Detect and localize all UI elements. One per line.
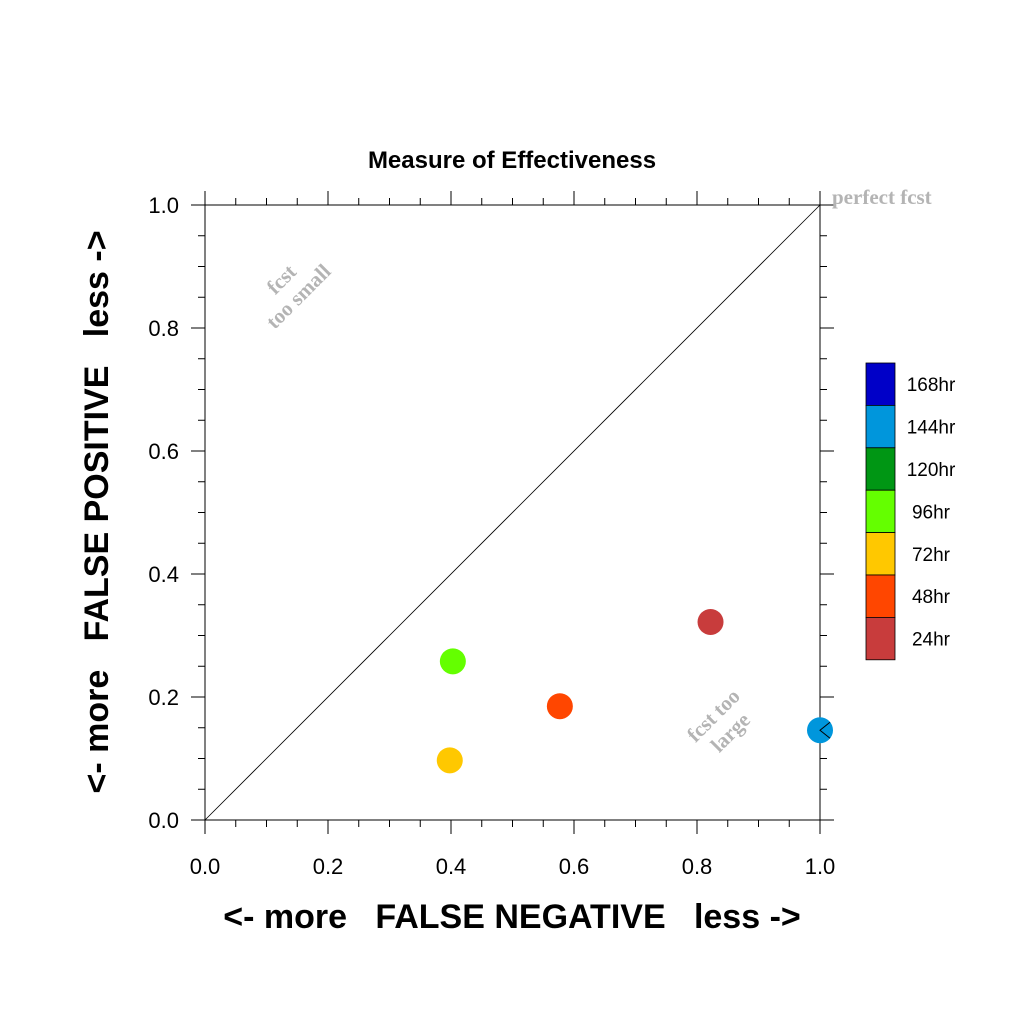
perfect-forecast-label: perfect fcst bbox=[832, 185, 932, 209]
legend-swatch-144hr bbox=[865, 404, 896, 449]
fcst-too-large-annotation: fcst too large bbox=[682, 684, 755, 757]
legend-swatch-72hr bbox=[865, 532, 896, 576]
x-tick-label: 0.8 bbox=[682, 854, 713, 879]
legend-swatch-120hr bbox=[865, 447, 896, 491]
data-point-72hr bbox=[436, 747, 463, 774]
fcst-too-small-annotation: fcst too small bbox=[261, 259, 335, 333]
y-axis-title: <- more FALSE POSITIVE less -> bbox=[78, 230, 116, 793]
legend-label-48hr: 48hr bbox=[912, 587, 951, 608]
legend-swatch-24hr bbox=[865, 617, 896, 661]
x-tick-label: 0.2 bbox=[313, 854, 344, 879]
legend-label-120hr: 120hr bbox=[907, 460, 956, 481]
y-tick-label: 0.0 bbox=[148, 808, 179, 833]
x-axis-title: <- more FALSE NEGATIVE less -> bbox=[223, 898, 801, 936]
x-tick-label: 1.0 bbox=[805, 854, 836, 879]
legend-swatch-96hr bbox=[865, 489, 896, 534]
legend-label-24hr: 24hr bbox=[912, 630, 951, 651]
data-point-96hr bbox=[439, 648, 466, 675]
data-point-48hr bbox=[546, 693, 573, 720]
legend-label-144hr: 144hr bbox=[907, 418, 956, 439]
y-tick-label: 0.4 bbox=[148, 562, 179, 587]
y-tick-label: 0.6 bbox=[148, 439, 179, 464]
perfect-forecast-diagonal bbox=[204, 204, 821, 821]
x-tick-label: 0.4 bbox=[436, 854, 467, 879]
legend: 168hr 144hr 120hr 96hr 72hr 48hr 24hr bbox=[865, 362, 956, 661]
chart-title: Measure of Effectiveness bbox=[368, 147, 656, 174]
legend-swatch-48hr bbox=[865, 574, 896, 618]
legend-swatch-168hr bbox=[865, 362, 896, 406]
legend-label-72hr: 72hr bbox=[912, 545, 951, 566]
y-tick-label: 0.8 bbox=[148, 316, 179, 341]
plot-area: 0.0 0.2 0.4 0.6 0.8 1.0 0.0 0.2 0.4 0.6 0.8 1.0 bbox=[148, 191, 835, 879]
x-tick-label: 0.0 bbox=[190, 854, 221, 879]
legend-label-168hr: 168hr bbox=[907, 375, 956, 396]
off-scale-marker-144hr bbox=[819, 721, 831, 739]
y-tick-label: 1.0 bbox=[148, 193, 179, 218]
data-point-24hr bbox=[697, 608, 724, 635]
y-tick-label: 0.2 bbox=[148, 685, 179, 710]
legend-label-96hr: 96hr bbox=[912, 502, 951, 523]
x-tick-label: 0.6 bbox=[559, 854, 590, 879]
